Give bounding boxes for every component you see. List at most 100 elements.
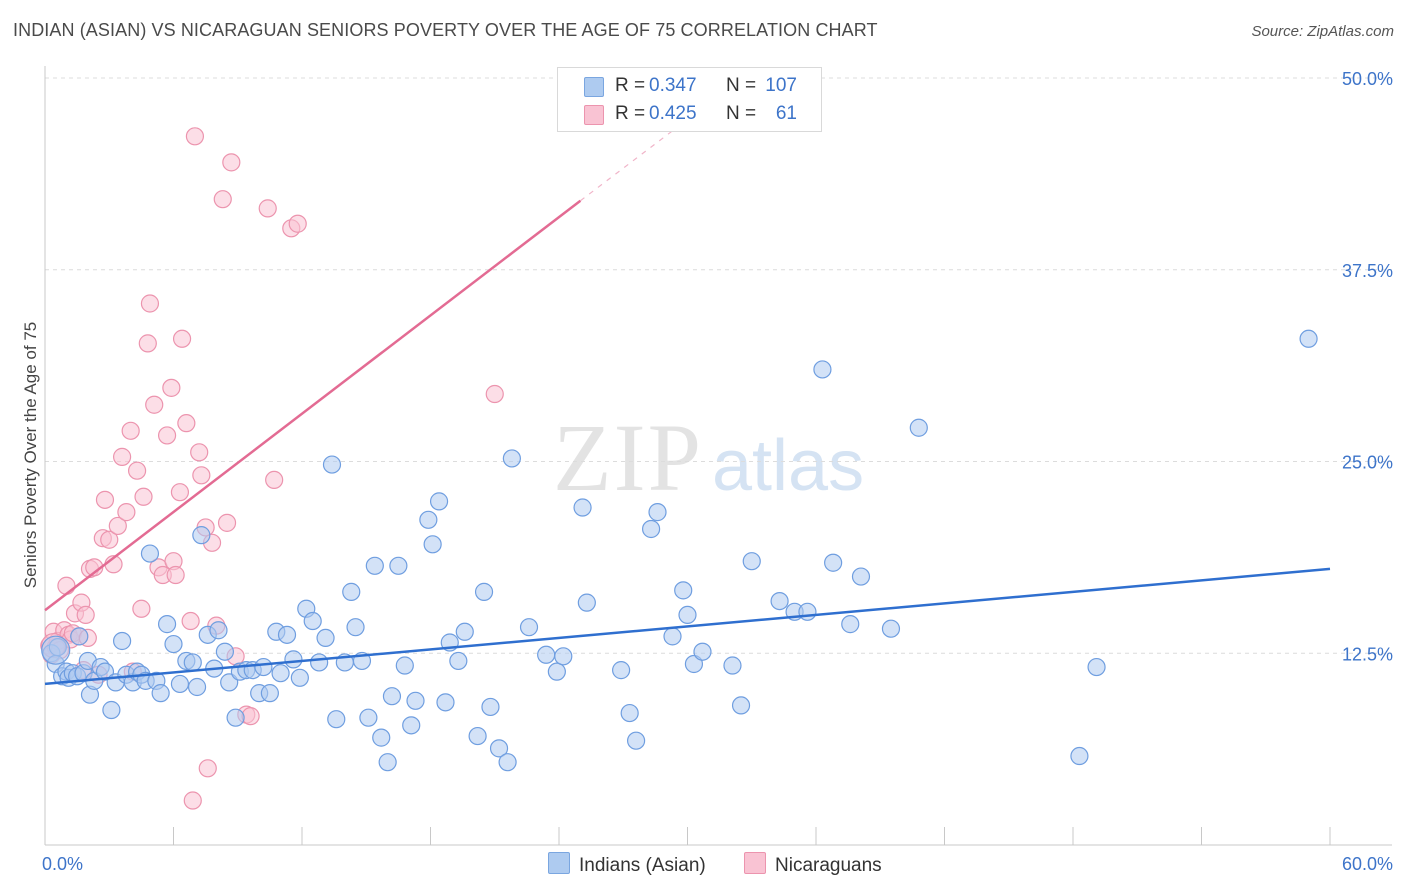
indians-asian-point [277,625,297,644]
nicaraguans-point [117,503,136,522]
source-label: Source: ZipAtlas.com [1251,23,1394,40]
y-axis-label: Seniors Poverty Over the Age of 75 [21,321,40,589]
indians-asian-point [663,627,682,646]
indians-asian-point [70,627,89,646]
watermark-atlas: atlas [712,426,864,506]
indians-asian-point [192,526,211,545]
indians-asian-point [395,656,414,675]
nicaraguans-point [265,470,284,490]
indians-asian-point [271,664,290,683]
tick-labels: 12.5% 25.0% 37.5% 50.0% 0.0% 60.0% [42,69,1393,874]
nicaraguans-point [192,466,211,485]
n-value: 107 [765,75,797,96]
nicaraguans-point [108,516,127,536]
indians-asian-point [140,544,160,563]
indians-asian-point [489,739,509,758]
indians-asian-point [209,621,228,640]
indians-asian-point [554,647,573,666]
nicaraguans-point [140,294,160,313]
indians-asian-point [183,653,202,672]
nicaraguans-point [134,487,153,506]
nicaraguans-point [170,483,190,502]
indians-asian-point [455,622,474,641]
watermark-zip: ZIP [553,404,703,511]
indians-asian-point [290,668,309,687]
indians-asian-point [406,691,425,710]
nicaraguans-trend-extension [580,118,688,202]
indians-asian-point [678,605,697,625]
nicaraguans-point [181,611,200,631]
correlation-legend: R = 0.347 N = 107 R = 0.425 N = 61 [557,67,822,132]
nicaraguans-point [213,190,232,209]
legend-label: Indians (Asian) [579,855,706,876]
indians-asian-point [1070,746,1089,766]
legend-swatch-blue [548,852,570,874]
y-tick-label: 37.5% [1342,261,1393,281]
r-label: R = [615,103,646,124]
legend-label: Nicaraguans [775,855,882,876]
indians-asian-point [693,642,712,661]
nicaraguans-trend-line [44,199,582,612]
nicaraguans-point [288,214,307,233]
indians-asian-point [436,693,455,712]
indians-asian-point [641,519,661,539]
indians-asian-point [112,631,132,651]
gridlines [45,77,1392,654]
indians-asian-point [577,593,596,612]
nicaraguans-point [127,461,147,480]
indians-asian-point [102,700,121,720]
nicaraguans-point [145,395,164,414]
indians-asian-point [151,684,170,703]
legend-item-nicaraguans[interactable]: Nicaraguans [744,852,882,876]
indians-asian-point [798,602,817,621]
nicaraguans-point [185,127,205,146]
nicaraguans-point [162,378,181,397]
indians-asian-point [419,510,438,529]
indians-asian-cluster-point [41,635,71,665]
indians-asian-point [327,710,346,729]
nicaraguans-point [100,530,119,549]
indians-asian-point [909,418,928,437]
indians-asian-point [612,661,631,680]
indians-asian-point [260,684,279,703]
indians-asian-point [342,582,361,601]
legend-swatch-blue [584,77,604,97]
legend-swatch-pink [584,105,604,125]
nicaraguans-point [76,605,95,625]
legend-item-indians-asian[interactable]: Indians (Asian) [548,852,706,876]
indians-asian-point [449,651,468,671]
indians-asian-point [1299,329,1318,348]
indians-asian-point [310,653,329,672]
indians-asian-trend-line [44,567,1331,686]
indians-asian-point [1087,657,1106,677]
n-label: N = [726,103,757,124]
nicaraguans-point [485,384,504,404]
indians-asian-point [322,455,342,474]
y-tick-label: 12.5% [1342,644,1393,664]
x-tick-label: 0.0% [42,854,83,874]
indians-asian-point [468,726,487,746]
legend-swatch-pink [744,852,766,874]
r-value: 0.425 [649,103,697,124]
indians-asian-point [215,642,234,661]
nicaraguans-point [190,443,209,462]
nicaraguans-point [172,329,192,348]
indians-asian-point [429,492,449,511]
nicaraguans-point [95,490,115,509]
indians-asian-points [41,329,1318,772]
indians-asian-point [346,618,365,637]
indians-asian-point [519,618,539,637]
indians-asian-point [378,753,397,772]
nicaraguans-point [121,421,140,440]
nicaraguans-point [138,334,157,353]
indians-asian-point [851,567,871,586]
x-tick-label: 60.0% [1342,854,1393,874]
chart-title: INDIAN (ASIAN) VS NICARAGUAN SENIORS POV… [13,20,878,40]
indians-asian-point [620,703,639,723]
indians-asian-point [502,449,521,468]
indians-asian-point [220,673,239,692]
nicaraguans-point [112,447,132,466]
nicaraguans-point [198,759,217,778]
indians-asian-point [95,662,115,681]
